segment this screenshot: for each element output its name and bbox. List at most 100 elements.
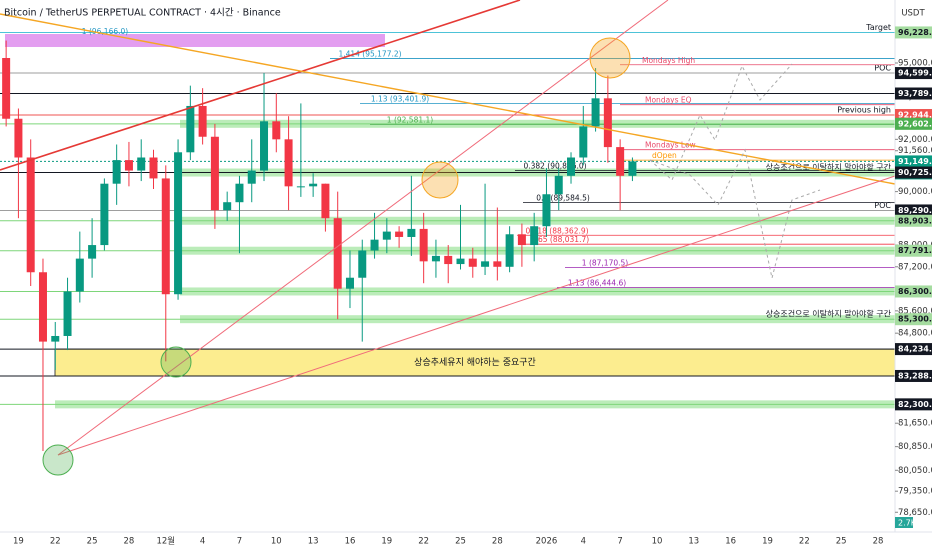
- level-note: Previous high: [837, 106, 891, 115]
- candle-body: [309, 183, 318, 187]
- x-tick-label: 28: [873, 537, 884, 547]
- x-tick-label: 13: [308, 537, 319, 547]
- candle-body: [591, 98, 600, 127]
- price-badge: [895, 343, 932, 356]
- candle-body: [161, 178, 170, 295]
- candle-body: [554, 175, 563, 195]
- trend-line: [57, 175, 896, 456]
- candle-body: [567, 157, 576, 176]
- trend-line: [57, 0, 669, 456]
- fib-label: 1.414 (95,177.2): [338, 50, 401, 59]
- candle-body: [149, 157, 158, 179]
- x-tick-label: 28: [124, 537, 135, 547]
- price-badge: [895, 26, 932, 39]
- candle-body: [75, 258, 84, 292]
- y-tick-label: 80,050.0: [898, 466, 932, 476]
- price-badge-label: 96,228.7: [898, 28, 932, 37]
- x-tick-label: 7: [237, 537, 242, 547]
- x-tick-label: 19: [381, 537, 392, 547]
- candle-body: [100, 183, 109, 246]
- x-tick-label: 25: [87, 537, 98, 547]
- x-tick-label: 25: [836, 537, 847, 547]
- candle-body: [63, 291, 72, 336]
- y-tick-label: 78,650.0: [898, 508, 932, 518]
- candle-body: [517, 234, 526, 246]
- x-tick-label: 4: [200, 537, 205, 547]
- highlight-circle: [589, 37, 631, 79]
- y-tick-label: 91,560.0: [898, 146, 932, 156]
- price-badge-label: 92,602.2: [898, 119, 932, 128]
- x-tick-label: 16: [725, 537, 736, 547]
- level-note: POC: [874, 201, 891, 210]
- fib-label: 0.382 (90,806.0): [523, 161, 586, 170]
- y-tick-label: 81,650.0: [898, 419, 932, 429]
- price-badge-label: 88,903.7: [898, 216, 932, 225]
- fib-label: 0.618 (88,362.9): [525, 226, 588, 235]
- volume-label: 2.7K: [898, 519, 917, 528]
- currency: USDT: [901, 9, 925, 19]
- price-badge: [895, 67, 932, 80]
- highlight-circle: [160, 346, 192, 378]
- candle-body: [395, 231, 404, 237]
- price-badge-label: 91,149.8: [898, 157, 932, 166]
- candle-body: [481, 261, 490, 267]
- candle-body: [14, 118, 23, 158]
- candle-body: [321, 183, 330, 219]
- price-badge: [895, 204, 932, 217]
- x-tick-label: 22: [418, 537, 429, 547]
- candle-body: [235, 183, 244, 203]
- candle-body: [493, 261, 502, 267]
- fib-label: dOpen: [652, 151, 677, 160]
- price-badge: [895, 369, 932, 382]
- volume-badge: [895, 517, 913, 528]
- x-tick-label: 25: [455, 537, 466, 547]
- x-tick-label: 22: [799, 537, 810, 547]
- y-tick-label: 95,000.0: [898, 59, 932, 69]
- candle-body: [431, 255, 440, 262]
- candle-body: [2, 58, 11, 119]
- price-badge: [895, 214, 932, 227]
- candle-body: [358, 250, 367, 278]
- level-note: Target: [865, 23, 891, 32]
- candle-body: [38, 272, 47, 342]
- candle-body: [419, 228, 428, 262]
- y-tick-label: 84,800.0: [898, 329, 932, 339]
- price-badge-label: 92,944.8: [898, 111, 932, 120]
- x-tick-label: 2026: [536, 537, 558, 547]
- highlight-circle: [42, 444, 74, 476]
- x-tick-label: 19: [762, 537, 773, 547]
- candle-body: [370, 239, 379, 251]
- projection: [649, 63, 793, 181]
- fib-label: 0.65 (88,031.7): [531, 235, 589, 244]
- x-tick-label: 13: [688, 537, 699, 547]
- candle-body: [210, 136, 219, 211]
- x-tick-label: 7: [617, 537, 622, 547]
- candle-body: [579, 126, 588, 158]
- price-badge-label: 83,288.0: [898, 371, 932, 380]
- fib-box: [5, 33, 385, 47]
- candle-body: [530, 226, 539, 246]
- candle-body: [174, 152, 183, 295]
- y-tick-label: 85,600.0: [898, 306, 932, 316]
- candle-body: [603, 98, 612, 148]
- y-tick-label: 90,000.0: [898, 187, 932, 197]
- projection: [649, 148, 821, 279]
- price-badge-label: 90,725.3: [898, 168, 932, 177]
- x-tick-label: 19: [13, 537, 24, 547]
- y-tick-label: 87,200.0: [898, 262, 932, 272]
- candle-body: [468, 258, 477, 267]
- price-badge: [895, 166, 932, 179]
- fib-label: 1 (87,170.5): [582, 259, 628, 268]
- plot: 상승추세유지 해야하는 중요구간 Target POC Previous high 상승…: [0, 23, 896, 452]
- x-tick-label: 16: [345, 537, 356, 547]
- candle-body: [198, 105, 207, 137]
- candle-body: [223, 202, 232, 211]
- candle-body: [542, 194, 551, 227]
- candle-body: [382, 231, 391, 240]
- zone-label: 상승추세유지 해야하는 중요구간: [414, 357, 536, 368]
- candle-body: [186, 105, 195, 153]
- fib-label: 1.13 (86,444.6): [568, 278, 626, 287]
- price-badge-label: 94,599.4: [898, 69, 932, 78]
- candle-body: [247, 170, 256, 184]
